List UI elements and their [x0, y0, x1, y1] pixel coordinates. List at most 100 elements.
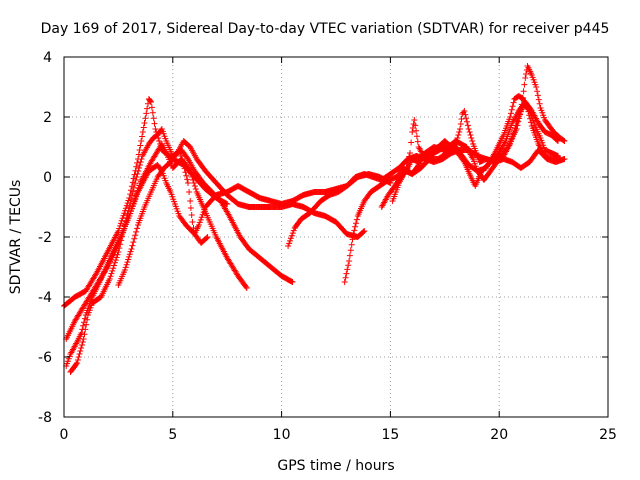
- data-point: [407, 150, 413, 156]
- x-tick-label: 25: [599, 427, 617, 443]
- data-point: [188, 212, 195, 218]
- data-point: [80, 322, 87, 329]
- data-point: [514, 122, 521, 129]
- data-point: [182, 169, 189, 176]
- data-point: [131, 180, 138, 187]
- data-point: [405, 157, 412, 164]
- data-point: [121, 222, 128, 228]
- data-point: [125, 207, 132, 214]
- data-point: [456, 129, 463, 135]
- data-point: [139, 129, 146, 135]
- data-point: [186, 189, 193, 195]
- data-point: [122, 264, 129, 271]
- data-point: [183, 172, 190, 179]
- data-point: [82, 326, 89, 333]
- data-point: [148, 104, 155, 111]
- data-point: [124, 211, 131, 218]
- data-point: [555, 138, 561, 144]
- data-point: [346, 258, 353, 264]
- data-point: [141, 120, 148, 126]
- data-point: [128, 196, 135, 203]
- data-point: [126, 253, 132, 260]
- y-tick-label: 2: [43, 110, 52, 126]
- data-point: [243, 285, 250, 291]
- data-point: [509, 103, 516, 110]
- data-point: [534, 88, 541, 95]
- data-point: [129, 242, 136, 249]
- data-point: [408, 139, 415, 146]
- data-point: [343, 270, 350, 277]
- series-track-5: [115, 138, 368, 288]
- data-point: [510, 99, 517, 106]
- data-point: [138, 156, 145, 162]
- data-point: [522, 75, 529, 81]
- data-point: [185, 180, 191, 186]
- data-point: [288, 232, 295, 239]
- data-point: [136, 147, 143, 153]
- x-axis-label: GPS time / hours: [277, 458, 394, 474]
- data-point: [135, 168, 142, 174]
- data-point: [467, 132, 474, 138]
- data-point: [204, 234, 211, 240]
- data-point: [123, 261, 130, 268]
- series-track-3: [63, 162, 211, 369]
- data-point: [461, 108, 468, 114]
- data-point: [130, 188, 136, 195]
- data-point: [406, 153, 413, 160]
- data-point: [347, 247, 354, 254]
- data-point: [515, 118, 522, 125]
- data-point: [117, 241, 124, 248]
- data-point: [107, 273, 114, 280]
- data-point: [344, 266, 351, 273]
- data-point: [360, 228, 367, 235]
- data-point: [140, 124, 147, 131]
- x-tick-label: 5: [168, 427, 177, 443]
- axis-ticks: 0 5 10 15 20 25 -8 -6 -4 -2 0 2 4: [38, 50, 617, 443]
- data-point: [189, 219, 196, 225]
- data-point: [181, 165, 188, 172]
- data-point: [290, 227, 297, 234]
- x-tick-label: 20: [490, 427, 508, 443]
- data-point: [148, 99, 154, 105]
- grid: [64, 57, 608, 417]
- data-point: [134, 225, 141, 232]
- data-point: [130, 239, 137, 246]
- data-point: [121, 225, 127, 232]
- data-point: [150, 115, 157, 122]
- data-point: [508, 110, 514, 117]
- data-point: [190, 180, 197, 186]
- data-point: [464, 122, 471, 129]
- data-point: [78, 330, 85, 336]
- data-point: [192, 186, 199, 192]
- data-point: [121, 267, 128, 273]
- data-point: [142, 115, 149, 122]
- data-point: [464, 118, 470, 125]
- data-point: [413, 127, 420, 134]
- chart-title: Day 169 of 2017, Sidereal Day-to-day VTE…: [41, 21, 610, 37]
- data-point: [346, 252, 353, 259]
- data-point: [119, 233, 126, 240]
- data-point: [342, 274, 349, 281]
- data-point: [513, 126, 520, 132]
- data-point: [555, 153, 561, 159]
- data-point: [201, 206, 208, 213]
- y-tick-label: -2: [38, 230, 52, 246]
- data-point: [137, 159, 144, 165]
- data-point: [350, 231, 357, 237]
- data-point: [74, 357, 81, 363]
- data-point: [411, 117, 418, 123]
- data-point: [126, 204, 133, 210]
- data-point: [199, 211, 206, 218]
- data-point: [131, 235, 138, 242]
- data-point: [128, 246, 135, 252]
- data-point: [533, 84, 540, 90]
- data-point: [132, 232, 139, 239]
- data-point: [136, 162, 143, 168]
- data-point: [126, 251, 133, 258]
- data-point: [114, 251, 121, 258]
- data-point: [188, 171, 195, 177]
- data-point: [191, 183, 198, 189]
- data-point: [125, 256, 132, 263]
- x-tick-label: 0: [60, 427, 69, 443]
- data-point: [508, 106, 515, 113]
